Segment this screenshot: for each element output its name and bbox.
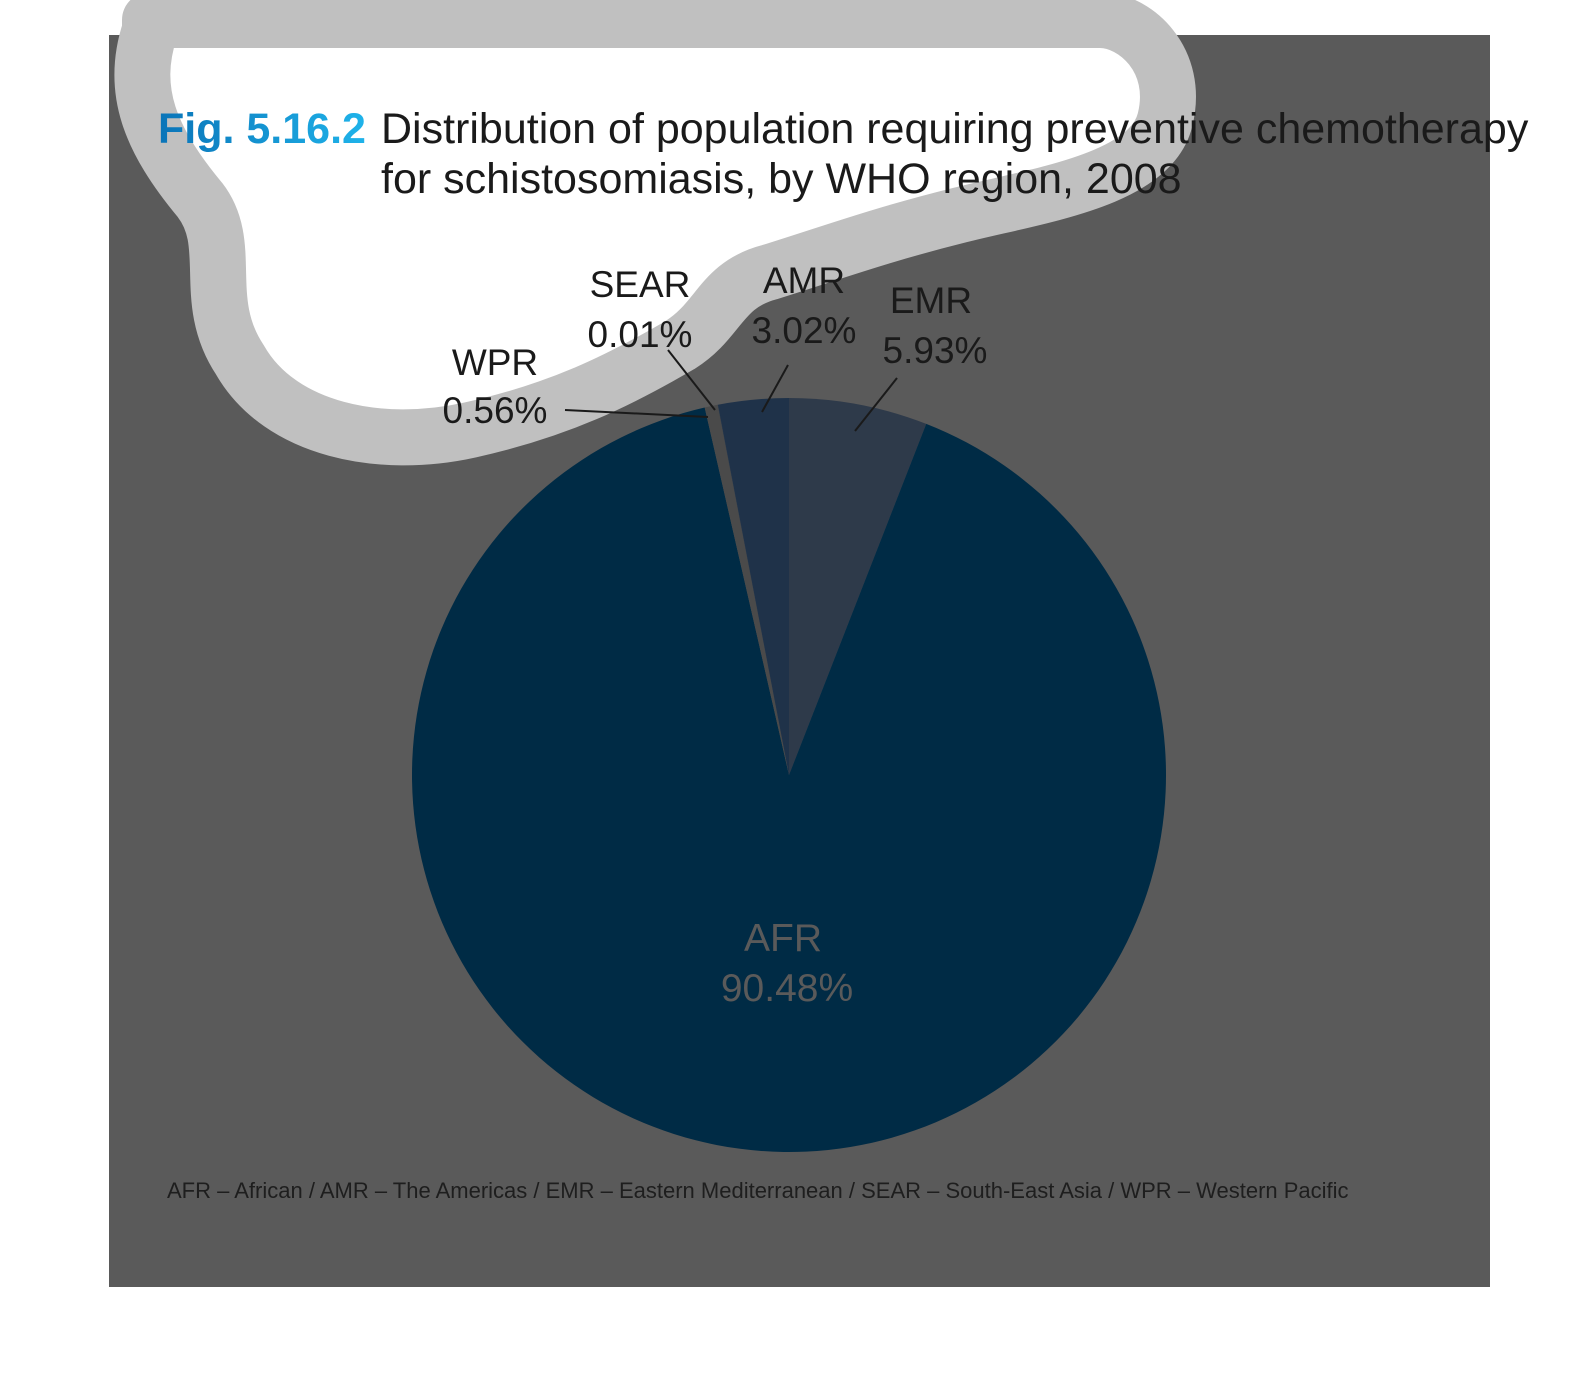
- slice-label-amr: AMR: [763, 260, 845, 301]
- slice-label-emr: EMR: [890, 280, 972, 321]
- slice-label-wpr: WPR: [452, 342, 538, 383]
- pie-slice-emr: [789, 398, 927, 775]
- slice-label-sear: SEAR: [590, 264, 691, 305]
- figure-title-line1: Distribution of population requiring pre…: [381, 105, 1529, 153]
- leader-line-amr: [761, 364, 789, 413]
- figure-number: Fig. 5.16.2: [158, 105, 366, 153]
- pie-chart: [412, 398, 1167, 1153]
- pie-slice-sear: [717, 404, 789, 775]
- slice-value-afr: 90.48%: [721, 967, 853, 1010]
- slice-value-amr: 3.02%: [752, 310, 857, 351]
- slice-value-sear: 0.01%: [588, 314, 693, 355]
- leader-line-wpr: [564, 409, 709, 418]
- region-abbreviation-footnote: AFR – African / AMR – The Americas / EMR…: [167, 1178, 1349, 1203]
- figure-title-line2: for schistosomiasis, by WHO region, 2008: [381, 155, 1182, 203]
- leader-line-emr: [854, 377, 898, 432]
- leader-line-sear: [667, 349, 716, 411]
- slice-value-emr: 5.93%: [883, 330, 988, 371]
- slice-value-wpr: 0.56%: [443, 390, 548, 431]
- pie-slice-amr: [717, 398, 789, 775]
- pie-slice-afr: [412, 407, 1167, 1153]
- slice-label-afr: AFR: [744, 917, 822, 960]
- pie-slice-wpr: [704, 404, 789, 775]
- title-cloud-shape: [114, 0, 1196, 466]
